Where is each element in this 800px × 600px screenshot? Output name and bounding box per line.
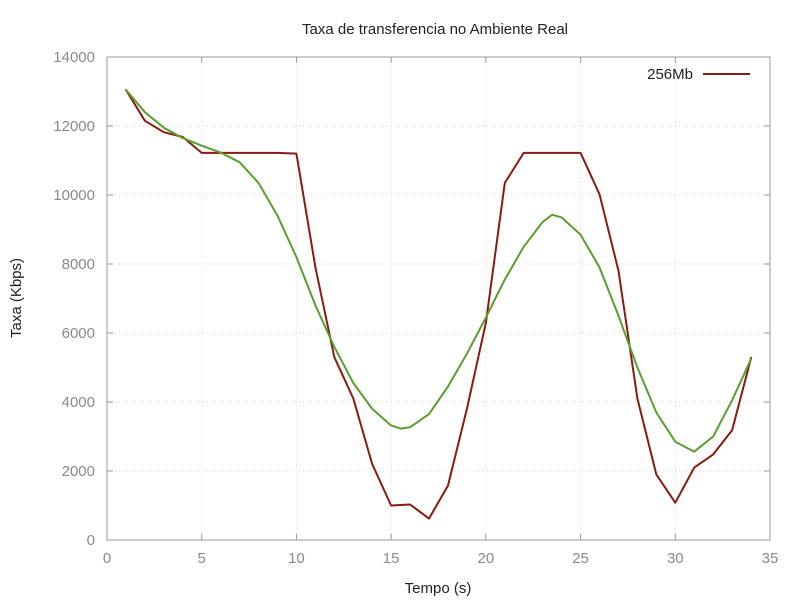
grid — [107, 57, 770, 540]
y-axis-label: Taxa (Kbps) — [8, 258, 25, 338]
x-tick-label: 15 — [383, 550, 400, 567]
legend: 256Mb — [647, 66, 750, 83]
y-tick-label: 12000 — [53, 118, 95, 135]
y-tick-label: 0 — [87, 532, 95, 549]
x-tick-label: 35 — [762, 550, 779, 567]
y-tick-label: 6000 — [62, 325, 95, 342]
series-line-256mb — [124, 88, 753, 520]
y-tick-label: 14000 — [53, 49, 95, 66]
y-tick-label: 2000 — [62, 463, 95, 480]
y-tick-label: 8000 — [62, 256, 95, 273]
x-tick-label: 20 — [478, 550, 495, 567]
trend-line — [124, 88, 753, 453]
y-tick-label: 10000 — [53, 187, 95, 204]
x-axis-label: Tempo (s) — [405, 580, 472, 597]
x-tick-label: 10 — [288, 550, 305, 567]
x-tick-label: 5 — [198, 550, 206, 567]
x-tick-label: 30 — [667, 550, 684, 567]
y-tick-label: 4000 — [62, 394, 95, 411]
x-tick-label: 25 — [572, 550, 589, 567]
axis-ticks: 0 5 10 15 20 25 30 35 0 2000 4000 6000 8000 10000 1200… — [53, 49, 778, 567]
plot-frame — [106, 56, 771, 541]
legend-label: 256Mb — [647, 66, 693, 83]
series-lines — [124, 88, 753, 520]
chart-title: Taxa de transferencia no Ambiente Real — [302, 21, 568, 38]
x-tick-label: 0 — [103, 550, 111, 567]
